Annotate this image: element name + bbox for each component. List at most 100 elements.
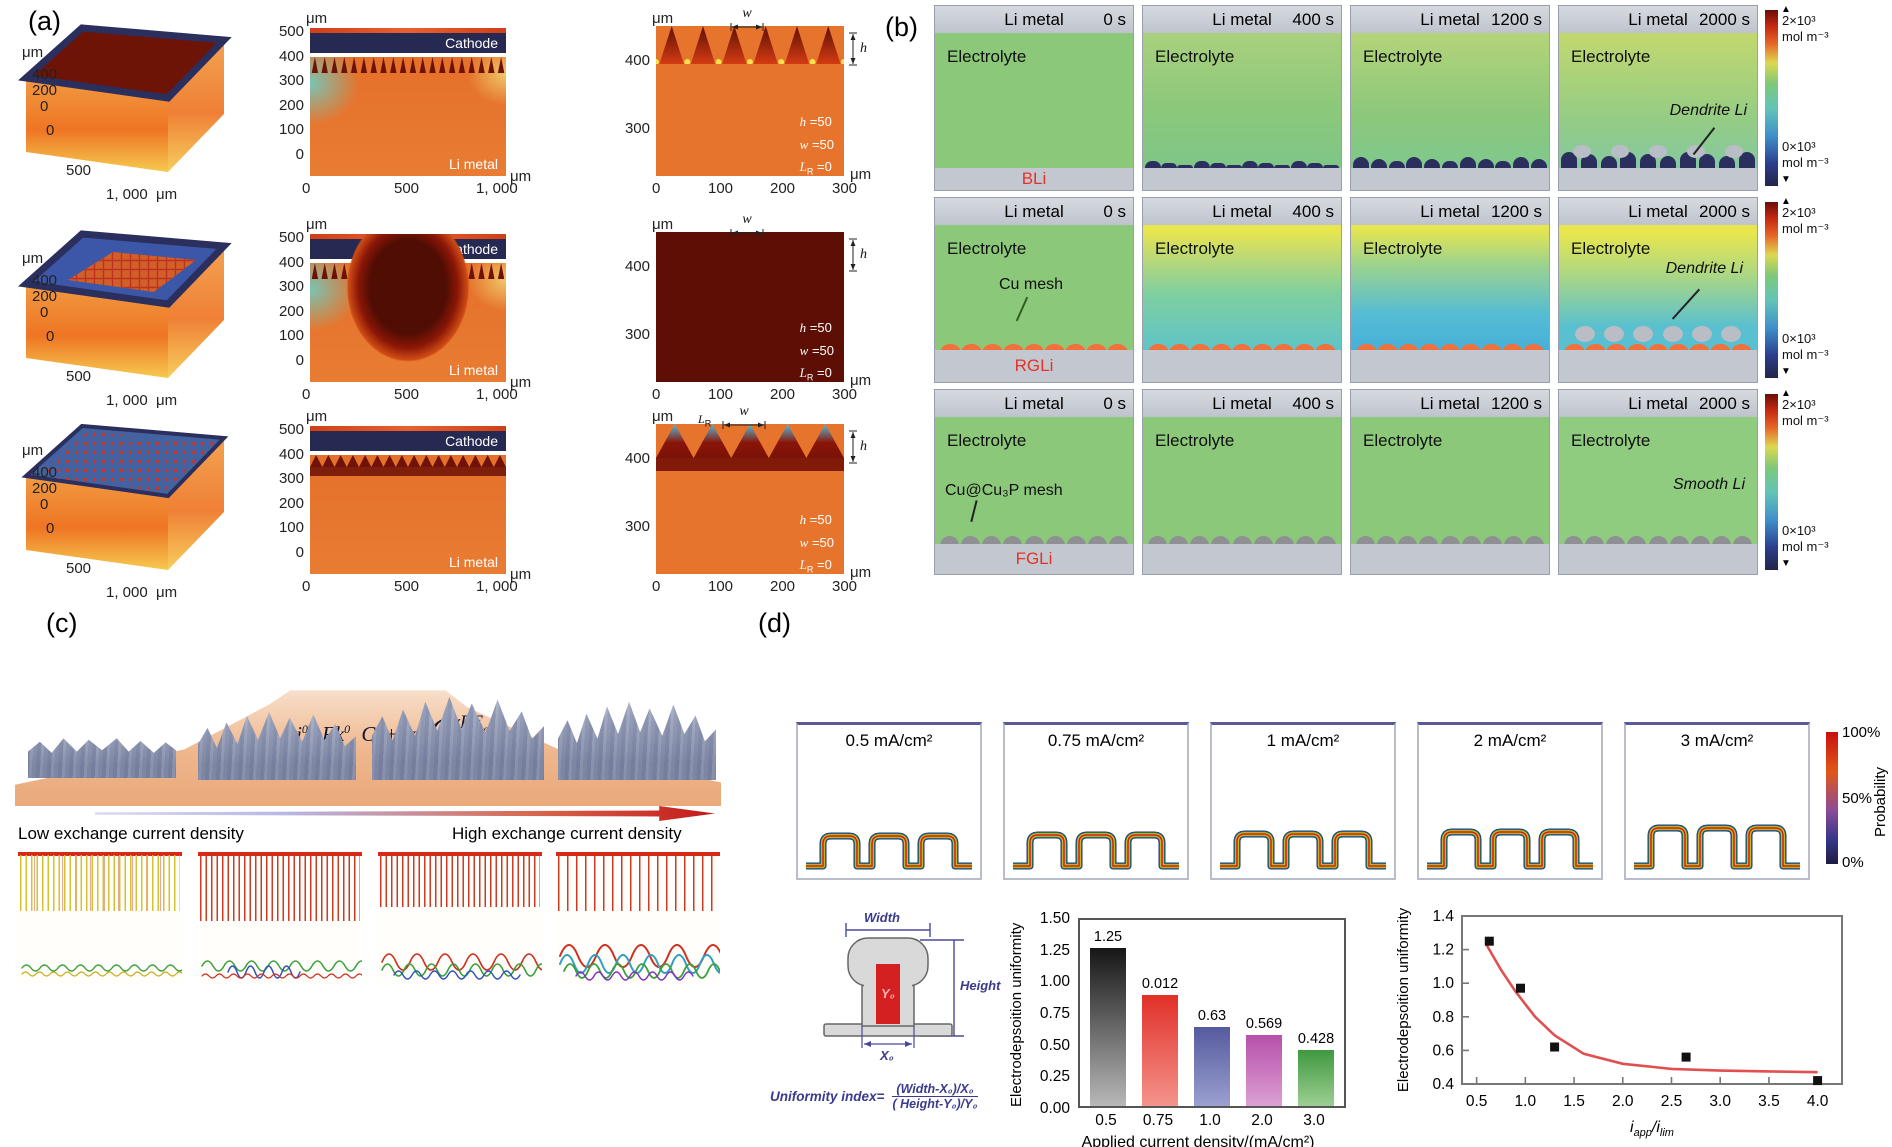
a-zoom-x-tick: 200: [770, 180, 796, 197]
data-point: [1813, 1076, 1823, 1086]
electrolyte-label: Electrolyte: [1363, 239, 1443, 258]
dendrite-strip: [1353, 157, 1547, 168]
a-mid-gap: [310, 451, 506, 455]
d-simulation-box: 0.75 mA/cm²: [1003, 722, 1189, 880]
comb-contour-decoration: [1013, 831, 1181, 870]
a-mid-x-unit: μm: [510, 374, 532, 391]
cu-mesh-annotation: Cu mesh: [999, 276, 1064, 293]
bar-chart-x-tick: 3.0: [1303, 1112, 1325, 1129]
x0-label: X₀: [880, 1048, 894, 1063]
b-substrate-strip: RGLi: [935, 350, 1133, 382]
a-dome-decoration: [335, 234, 481, 377]
a-zoom-x-tick: 200: [770, 386, 796, 403]
colorbar-max-value: 2×10³: [1782, 205, 1816, 220]
a-zoom-x-tick: 300: [832, 578, 858, 595]
a-mid-y-tick: 100: [278, 121, 304, 139]
b-simulation-cell: Li metal 1200 s Electrolyte: [1350, 5, 1550, 191]
dendrite-bump: [1290, 161, 1307, 168]
bar-chart-plot-area: 1.25 0.012 0.63 0.569 0.428: [1078, 918, 1346, 1108]
b-simulation-cell: Li metal 0 s Electrolyte Cu@Cu₃P mesh FGL…: [934, 389, 1134, 575]
width-arrow-icon: [722, 421, 766, 429]
a-cathode-band: Cathode: [310, 431, 506, 451]
colorbar-max-value: 2×10³: [1782, 397, 1816, 412]
comb-contour-decoration: [1427, 828, 1595, 870]
a-3d-z-tick: 200: [32, 82, 58, 99]
b-simulation-cell: Li metal 1200 s Electrolyte: [1350, 197, 1550, 383]
comb-contour-decoration: [1220, 830, 1388, 870]
height-label: Height: [960, 978, 1001, 993]
a-mid-y-tick: 200: [278, 302, 304, 320]
a-mid-y-tick: 0: [295, 352, 304, 369]
scatter-x-tick: 1.5: [1563, 1093, 1585, 1110]
a-3d-x-tick: 500: [66, 560, 92, 577]
probability-colorbar: [1826, 732, 1838, 864]
a-3d-surface-plot: μm 400 200 0 0 500 1, 000 μm: [18, 14, 253, 206]
a-zoom-y-unit: μm: [652, 10, 674, 27]
current-density-header: 3 mA/cm²: [1680, 731, 1754, 750]
bar-chart-x-axis-title: Applied current density/(mA/cm²): [1081, 1134, 1315, 1147]
colorbar-unit: mol m⁻³: [1782, 539, 1829, 554]
snapshot-top-bar: [378, 852, 542, 856]
time-stamp: 0 s: [1103, 394, 1126, 413]
a-zoom-plot: μm 400 300 h =50 w =50 LR =0 w LR h 0 100 20…: [612, 404, 871, 606]
li-mushroom-cap: [1725, 145, 1743, 158]
dendrite-bump: [1322, 165, 1339, 168]
uniformity-bar-chart: Electrodepsoition uniformity 1.50 1.25 1.0…: [1008, 908, 1364, 1147]
uniformity-index-formula: Uniformity index= (Width-X₀)/X₀( Height-…: [770, 1082, 980, 1111]
a-mid-y-tick: 100: [278, 327, 304, 345]
probability-axis-title: Probability: [1872, 766, 1889, 838]
spikes-decoration: [311, 57, 505, 73]
electrolyte-label: Electrolyte: [1571, 431, 1651, 450]
a-zoom-plot: μm 400 300 h =50 w =50 LR =0 w h 0 100 200 30…: [612, 6, 871, 208]
a-3d-z-unit: μm: [22, 250, 44, 267]
a-zoom-x-tick: 0: [652, 578, 661, 595]
d-simulation-box: 3 mA/cm²: [1624, 722, 1810, 880]
uniformity-bar: [1090, 948, 1126, 1106]
a-zoom-annotations: h =50 w =50 LR =0: [800, 510, 834, 574]
colorbar-unit: mol m⁻³: [1782, 413, 1829, 428]
a-mid-y-unit: μm: [306, 408, 328, 425]
current-density-header: 0.5 mA/cm²: [845, 731, 933, 750]
dendrite-bump: [1145, 161, 1161, 168]
a-zoom-maroon-band: [656, 458, 844, 471]
b-substrate-strip: [1351, 544, 1549, 574]
concentration-colorbar: [1765, 394, 1778, 570]
current-lines-decoration: [380, 855, 540, 907]
a-mid-y-tick: 500: [278, 421, 304, 438]
a-cathode-band: Cathode: [310, 33, 506, 53]
panel-d-label: (d): [758, 608, 791, 638]
current-density-header: 2 mA/cm²: [1473, 731, 1547, 750]
a-mid-top-strip: [310, 426, 506, 431]
li-metal-header-label: Li metal: [1212, 201, 1272, 221]
b-cell-header: Li metal 400 s: [1143, 390, 1341, 417]
spikes-decoration: [656, 424, 844, 458]
uniformity-bar: [1142, 995, 1178, 1106]
dendrite-bump: [1306, 163, 1323, 168]
deposit-contour-decoration: [21, 964, 182, 977]
li-mushroom-cap: [1575, 326, 1595, 342]
dendrite-bump: [1225, 165, 1242, 168]
bar-chart-y-tick: 0.50: [1039, 1036, 1070, 1054]
panel-b-label: (b): [885, 12, 918, 42]
a-mid-x-tick: 1, 000: [476, 578, 518, 595]
b-simulation-cell: Li metal 1200 s Electrolyte: [1350, 389, 1550, 575]
a-3d-x-tick: 500: [66, 368, 92, 385]
current-density-header: 0.75 mA/cm²: [1047, 731, 1145, 750]
bar-chart-x-tick: 0.5: [1095, 1112, 1117, 1129]
dendrite-bump: [1258, 163, 1275, 168]
b-simulation-cell: Li metal 400 s Electrolyte: [1142, 389, 1342, 575]
a-maroon-band: [310, 467, 506, 476]
b-simulation-cell: Li metal 2000 s Electrolyte Dendrite Li: [1558, 197, 1758, 383]
a-3d-z-tick: 0: [40, 304, 49, 321]
a-mid-x-unit: μm: [510, 168, 532, 185]
colorbar-min-value: 0×10³: [1782, 523, 1816, 538]
d-simulation-box: 0.5 mA/cm²: [796, 722, 982, 880]
dendrite-li-annotation: Dendrite Li: [1669, 102, 1747, 119]
uniformity-bar: [1246, 1035, 1282, 1106]
time-stamp: 400 s: [1292, 202, 1334, 221]
dendrite-bump: [1530, 159, 1547, 168]
spikes-decoration: [310, 455, 506, 467]
a-3d-z-tick: 400: [32, 66, 58, 83]
data-point: [1550, 1042, 1560, 1052]
a-mid-x-unit: μm: [510, 566, 532, 583]
